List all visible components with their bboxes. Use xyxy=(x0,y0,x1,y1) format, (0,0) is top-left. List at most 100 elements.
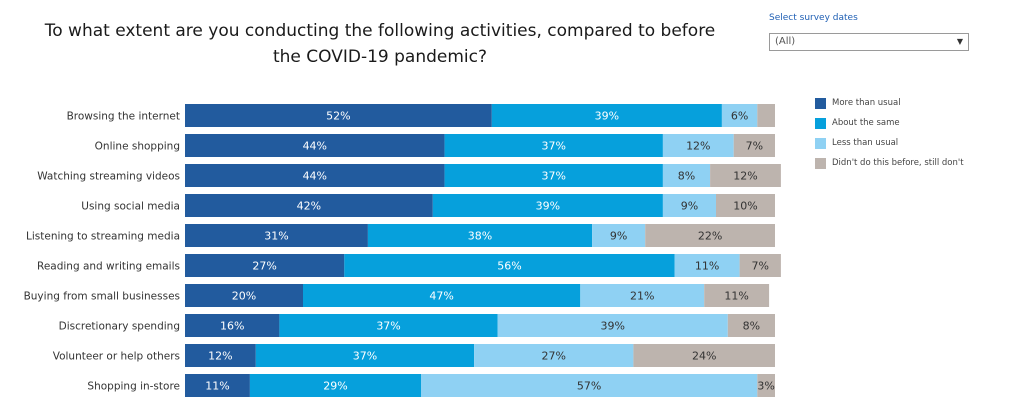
category-label: Buying from small businesses xyxy=(24,291,180,303)
data-label: 7% xyxy=(746,140,763,153)
bar-segment[interactable] xyxy=(721,104,758,127)
survey-dates-selected-value: (All) xyxy=(775,36,796,47)
bar-segment[interactable] xyxy=(185,104,492,127)
data-label: 24% xyxy=(692,350,716,363)
data-label: 38% xyxy=(468,230,492,243)
survey-dates-filter-label: Select survey dates xyxy=(769,13,858,23)
data-label: 44% xyxy=(303,170,327,183)
data-label: 3% xyxy=(757,380,774,393)
data-label: 8% xyxy=(743,320,760,333)
bar-segment[interactable] xyxy=(185,164,445,187)
data-label: 10% xyxy=(733,200,757,213)
bar-segment[interactable] xyxy=(733,134,775,157)
data-label: 31% xyxy=(264,230,288,243)
data-label: 20% xyxy=(232,290,256,303)
data-label: 42% xyxy=(297,200,321,213)
data-label: 39% xyxy=(601,320,625,333)
chart-title: To what extent are you conducting the fo… xyxy=(44,21,716,67)
bar-segment[interactable] xyxy=(474,344,634,367)
data-label: 37% xyxy=(376,320,400,333)
data-label: 22% xyxy=(698,230,722,243)
data-label: 27% xyxy=(252,260,276,273)
bar-segment[interactable] xyxy=(344,254,675,277)
bar-segment[interactable] xyxy=(662,194,716,217)
bar-segment[interactable] xyxy=(674,254,740,277)
legend-label: Less than usual xyxy=(832,138,899,148)
bar-segment[interactable] xyxy=(185,224,368,247)
bar-segment[interactable] xyxy=(303,284,581,307)
bar-segment[interactable] xyxy=(367,224,593,247)
bar-segment[interactable] xyxy=(255,344,475,367)
legend-label: About the same xyxy=(832,118,900,128)
category-label: Watching streaming videos xyxy=(37,171,180,183)
legend-swatch xyxy=(815,158,826,169)
bar-segment[interactable] xyxy=(444,134,663,157)
chevron-down-icon[interactable]: ▼ xyxy=(956,37,963,46)
data-label: 37% xyxy=(542,170,566,183)
legend-item[interactable]: Didn't do this before, still don't xyxy=(815,157,964,177)
data-label: 9% xyxy=(610,230,627,243)
bar-segment[interactable] xyxy=(592,224,646,247)
bar-segment[interactable] xyxy=(185,374,250,397)
category-label: Online shopping xyxy=(95,141,180,153)
chart-legend: More than usual About the same Less than u… xyxy=(815,97,964,177)
data-label: 6% xyxy=(731,110,748,123)
data-label: 29% xyxy=(323,380,347,393)
bar-segment[interactable] xyxy=(185,314,280,337)
bar-segment[interactable] xyxy=(710,164,781,187)
data-label: 37% xyxy=(353,350,377,363)
bar-segment[interactable] xyxy=(727,314,775,337)
bar-segment[interactable] xyxy=(421,374,758,397)
data-label: 16% xyxy=(220,320,244,333)
data-label: 11% xyxy=(205,380,229,393)
bar-segment[interactable] xyxy=(645,224,775,247)
category-label: Discretionary spending xyxy=(59,321,180,333)
legend-item[interactable]: Less than usual xyxy=(815,137,964,157)
bar-segment[interactable] xyxy=(432,194,663,217)
data-label: 12% xyxy=(733,170,757,183)
data-label: 12% xyxy=(686,140,710,153)
category-label: Using social media xyxy=(81,201,180,213)
data-label: 11% xyxy=(724,290,748,303)
legend-swatch xyxy=(815,118,826,129)
bar-segment[interactable] xyxy=(633,344,775,367)
bar-segment[interactable] xyxy=(497,314,728,337)
bar-segment[interactable] xyxy=(249,374,421,397)
data-label: 27% xyxy=(542,350,566,363)
bar-segment[interactable] xyxy=(185,344,256,367)
category-label: Listening to streaming media xyxy=(26,231,180,243)
data-label: 7% xyxy=(752,260,769,273)
legend-item[interactable]: About the same xyxy=(815,117,964,137)
category-label: Shopping in-store xyxy=(87,381,180,393)
data-label: 56% xyxy=(497,260,521,273)
data-label: 39% xyxy=(595,110,619,123)
legend-swatch xyxy=(815,138,826,149)
data-label: 52% xyxy=(326,110,350,123)
bar-segment[interactable] xyxy=(491,104,722,127)
bar-segment[interactable] xyxy=(704,284,770,307)
bar-segment[interactable] xyxy=(580,284,705,307)
survey-dates-dropdown[interactable]: (All) ▼ xyxy=(769,33,969,51)
bar-segment[interactable] xyxy=(185,254,345,277)
category-label: Reading and writing emails xyxy=(37,261,180,273)
data-label: 21% xyxy=(630,290,654,303)
bar-segment[interactable] xyxy=(662,164,711,187)
bar-segment[interactable] xyxy=(662,134,734,157)
legend-label: More than usual xyxy=(832,98,901,108)
bar-segment[interactable] xyxy=(279,314,498,337)
bar-segment[interactable] xyxy=(185,134,445,157)
legend-item[interactable]: More than usual xyxy=(815,97,964,117)
data-label: 39% xyxy=(536,200,560,213)
bar-segment[interactable] xyxy=(757,104,775,127)
data-label: 11% xyxy=(695,260,719,273)
data-label: 37% xyxy=(542,140,566,153)
bar-segment[interactable] xyxy=(716,194,775,217)
data-label: 47% xyxy=(429,290,453,303)
bar-segment[interactable] xyxy=(185,194,433,217)
bar-segment[interactable] xyxy=(757,374,775,397)
legend-swatch xyxy=(815,98,826,109)
bar-segment[interactable] xyxy=(185,284,303,307)
bar-segment[interactable] xyxy=(444,164,663,187)
bar-segment[interactable] xyxy=(739,254,781,277)
